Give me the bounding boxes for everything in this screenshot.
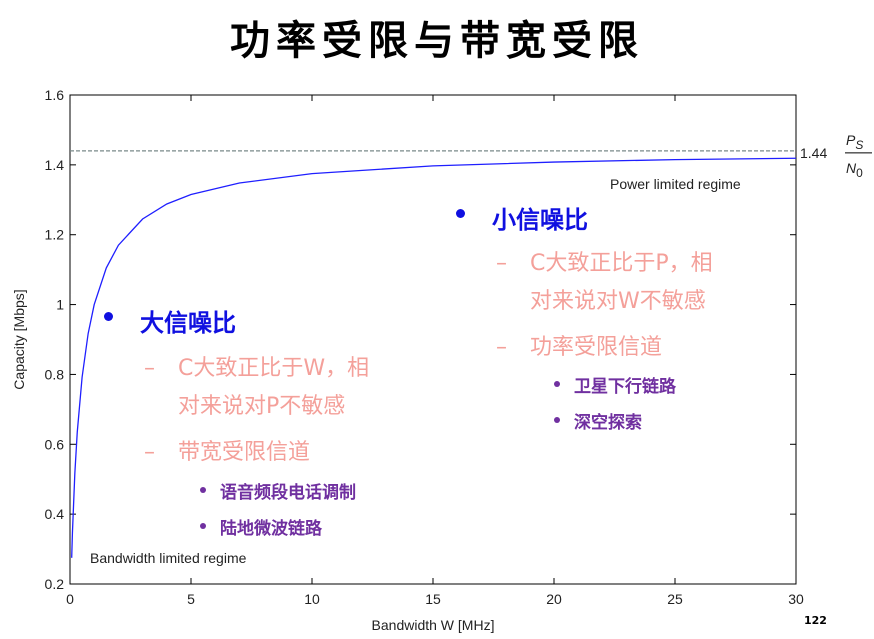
y-tick-label: 0.4 <box>45 506 65 522</box>
y-tick-label: 1.2 <box>45 227 65 243</box>
asymptote-denominator: N0 <box>846 160 863 180</box>
annotation: Power limited regime <box>610 176 741 192</box>
y-tick-label: 1.4 <box>45 157 65 173</box>
block-item: 对来说对W不敏感 <box>530 289 706 314</box>
bullet <box>554 381 560 387</box>
block-item: 对来说对P不敏感 <box>178 394 346 419</box>
y-tick-label: 1 <box>56 297 64 313</box>
x-tick-label: 5 <box>187 591 195 607</box>
y-tick-label: 1.6 <box>45 87 65 103</box>
block-subitem: 深空探索 <box>574 413 642 433</box>
y-tick-label: 0.8 <box>45 366 65 382</box>
block-item: 功率受限信道 <box>530 335 663 360</box>
x-axis-label: Bandwidth W [MHz] <box>372 617 495 633</box>
subscript: 0 <box>856 166 863 180</box>
x-tick-label: 15 <box>425 591 441 607</box>
y-tick-label: 0.6 <box>45 436 65 452</box>
page-number: 122 <box>804 614 827 627</box>
x-tick-label: 20 <box>546 591 562 607</box>
bullet <box>200 487 206 493</box>
dash: – <box>144 356 155 381</box>
block-item: C大致正比于P，相 <box>530 251 713 276</box>
plot-area <box>69 94 797 585</box>
bullet <box>554 417 560 423</box>
x-tick-label: 25 <box>667 591 683 607</box>
block-subitem: 卫星下行链路 <box>574 377 676 397</box>
x-tick-label: 10 <box>304 591 320 607</box>
bullet <box>200 523 206 529</box>
block-item: 带宽受限信道 <box>178 440 311 465</box>
block-heading: 大信噪比 <box>140 309 236 337</box>
asymptote-numerator: PS <box>846 132 863 152</box>
bullet <box>456 209 465 218</box>
capacity-curve <box>71 157 797 558</box>
block-heading: 小信噪比 <box>492 206 588 234</box>
bullet <box>104 312 113 321</box>
dash: – <box>496 251 507 276</box>
symbol: P <box>846 132 856 148</box>
dash: – <box>496 335 507 360</box>
asymptote-value: 1.44 <box>800 145 827 161</box>
annotation: Bandwidth limited regime <box>90 550 247 566</box>
block-item: C大致正比于W，相 <box>178 356 370 381</box>
x-tick-label: 0 <box>66 591 74 607</box>
block-subitem: 语音频段电话调制 <box>220 483 356 503</box>
x-tick-label: 30 <box>788 591 804 607</box>
dash: – <box>144 440 155 465</box>
slide-title: 功率受限与带宽受限 <box>230 17 644 64</box>
y-tick-label: 0.2 <box>45 576 65 592</box>
block-subitem: 陆地微波链路 <box>220 519 322 539</box>
symbol: N <box>846 160 857 176</box>
subscript: S <box>855 138 863 152</box>
y-axis-label: Capacity [Mbps] <box>11 289 27 389</box>
